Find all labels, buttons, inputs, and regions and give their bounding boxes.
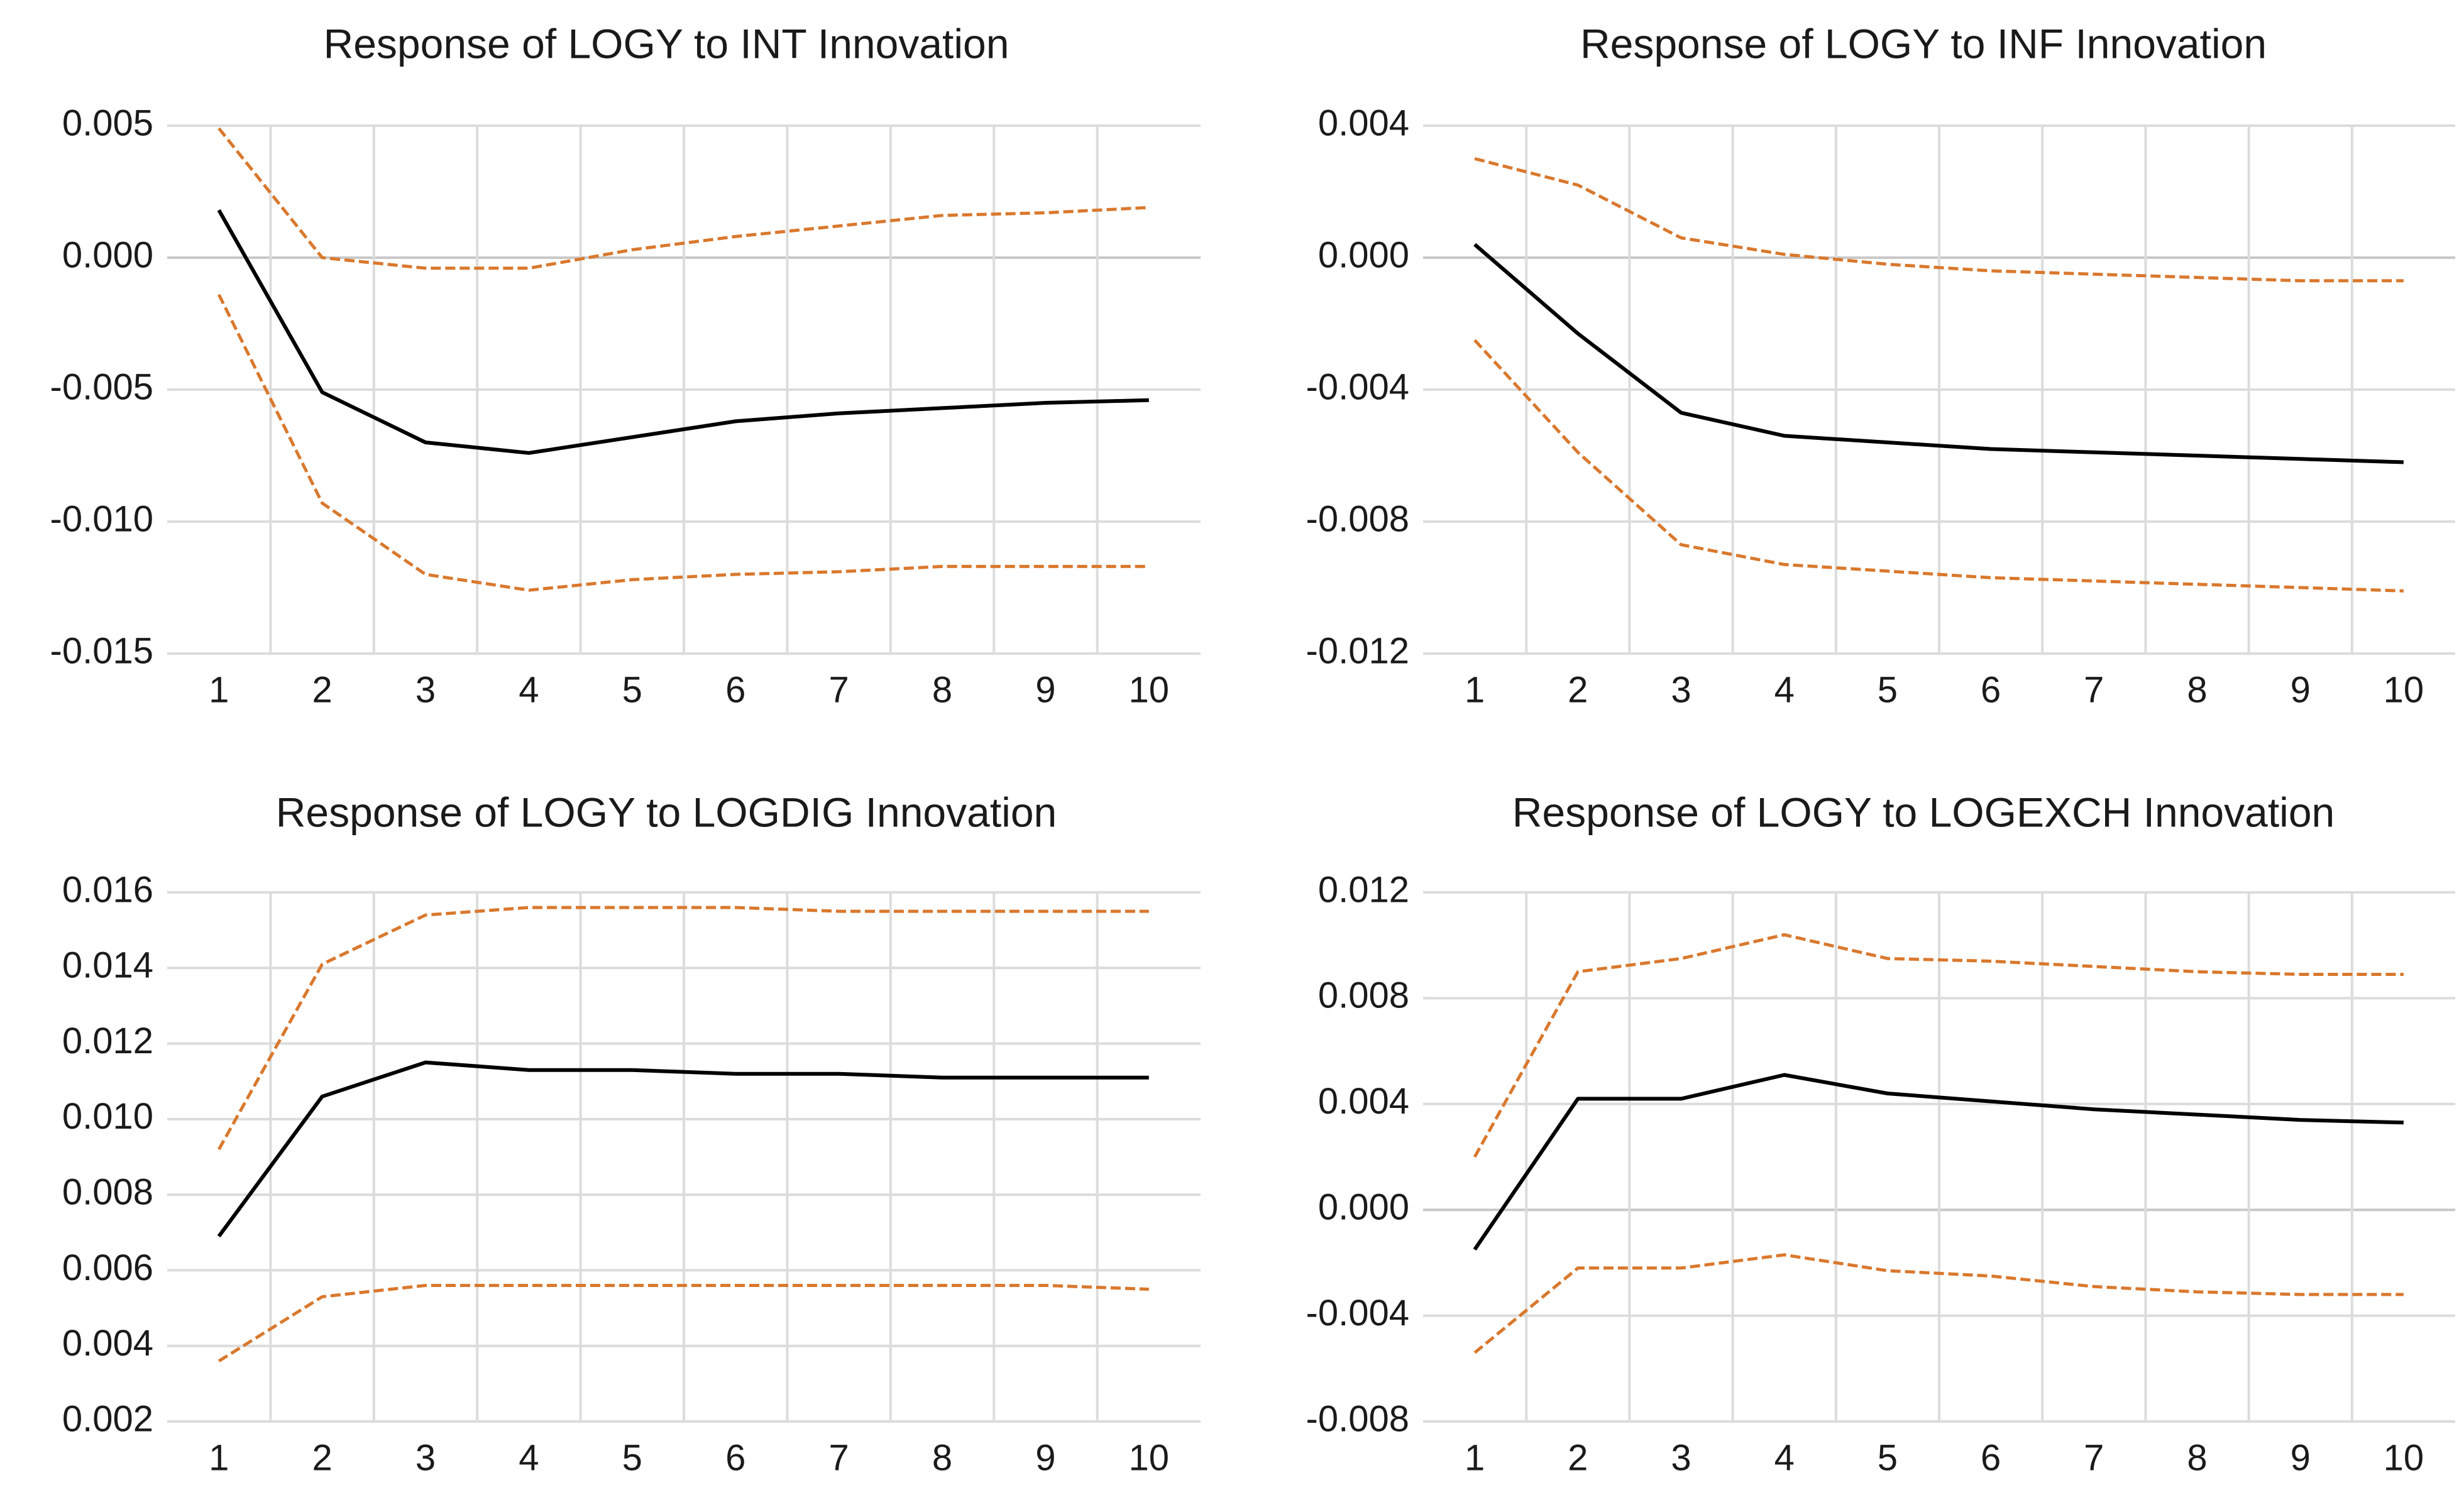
y-tick-label: 0.008 xyxy=(62,1171,153,1212)
x-tick-label: 6 xyxy=(725,669,745,710)
chart-title: Response of LOGY to LOGDIG Innovation xyxy=(276,789,1057,835)
chart-title: Response of LOGY to INT Innovation xyxy=(324,20,1009,67)
y-tick-label: 0.008 xyxy=(1318,975,1409,1016)
lower-confidence-band-line xyxy=(1473,339,2404,593)
x-tick-label: 2 xyxy=(312,1437,332,1478)
chart-panel-2: Response of LOGY to INF Innovation -0.012… xyxy=(1306,20,2455,710)
lower-confidence-band-line xyxy=(1473,1253,2404,1354)
y-tick-label: 0.004 xyxy=(1318,102,1409,143)
y-tick-label: -0.005 xyxy=(50,366,153,407)
x-tick-label: 2 xyxy=(1568,669,1588,710)
response-line xyxy=(217,209,1149,455)
x-tick-label: 6 xyxy=(725,1437,745,1478)
response-line xyxy=(1473,243,2404,464)
y-tick-label: -0.012 xyxy=(1306,630,1409,671)
x-tick-label: 7 xyxy=(828,1437,849,1478)
x-tick-label: 7 xyxy=(2084,669,2104,710)
x-tick-label: 3 xyxy=(1671,669,1691,710)
y-tick-label: -0.008 xyxy=(1306,1398,1409,1439)
chart-panel-3: Response of LOGY to LOGDIG Innovation 0.0… xyxy=(62,789,1201,1478)
y-tick-label: 0.012 xyxy=(1318,869,1409,910)
x-tick-label: 10 xyxy=(1129,669,1170,710)
x-tick-label: 8 xyxy=(932,669,952,710)
chart-panel-1: Response of LOGY to INT Innovation -0.015… xyxy=(50,20,1201,710)
x-tick-label: 9 xyxy=(2291,1437,2311,1478)
y-tick-label: 0.000 xyxy=(1318,1187,1409,1228)
x-tick-label: 2 xyxy=(1568,1437,1588,1478)
lower-confidence-band-line xyxy=(217,1284,1149,1362)
y-tick-label: -0.004 xyxy=(1306,1293,1409,1334)
lower-confidence-band-line xyxy=(217,293,1149,592)
y-tick-label: -0.015 xyxy=(50,630,153,671)
y-tick-label: 0.016 xyxy=(62,869,153,910)
chart-title: Response of LOGY to INF Innovation xyxy=(1580,20,2267,67)
x-tick-label: 10 xyxy=(2384,1437,2424,1478)
upper-confidence-band-line xyxy=(1473,933,2404,1158)
x-tick-label: 9 xyxy=(2291,669,2311,710)
y-tick-label: -0.004 xyxy=(1306,366,1409,407)
x-tick-label: 3 xyxy=(415,669,436,710)
x-tick-label: 5 xyxy=(622,1437,642,1478)
x-tick-label: 8 xyxy=(932,1437,952,1478)
x-tick-label: 7 xyxy=(2084,1437,2104,1478)
upper-confidence-band-line xyxy=(217,127,1149,270)
x-tick-label: 5 xyxy=(1878,1437,1898,1478)
x-tick-label: 3 xyxy=(415,1437,436,1478)
response-line xyxy=(1473,1073,2404,1251)
y-tick-label: 0.004 xyxy=(62,1323,153,1364)
chart-title: Response of LOGY to LOGEXCH Innovation xyxy=(1512,789,2335,835)
x-tick-label: 7 xyxy=(828,669,849,710)
y-tick-label: 0.000 xyxy=(62,234,153,275)
x-tick-label: 1 xyxy=(1465,1437,1485,1478)
x-tick-label: 2 xyxy=(312,669,332,710)
x-tick-label: 5 xyxy=(622,669,642,710)
x-tick-label: 4 xyxy=(1774,669,1795,710)
x-tick-label: 3 xyxy=(1671,1437,1691,1478)
x-tick-label: 4 xyxy=(519,1437,539,1478)
x-tick-label: 4 xyxy=(1774,1437,1795,1478)
upper-confidence-band-line xyxy=(217,906,1149,1151)
x-tick-label: 9 xyxy=(1035,1437,1055,1478)
y-tick-label: 0.010 xyxy=(62,1096,153,1137)
x-tick-label: 6 xyxy=(1981,669,2001,710)
chart-panel-4: Response of LOGY to LOGEXCH Innovation -0… xyxy=(1306,789,2455,1478)
x-tick-label: 8 xyxy=(2187,669,2207,710)
x-tick-label: 10 xyxy=(2384,669,2424,710)
x-tick-label: 1 xyxy=(1465,669,1485,710)
y-tick-label: 0.014 xyxy=(62,945,153,986)
response-line xyxy=(217,1060,1149,1238)
x-tick-label: 4 xyxy=(519,669,539,710)
y-tick-label: 0.004 xyxy=(1318,1081,1409,1122)
y-tick-label: 0.006 xyxy=(62,1247,153,1288)
y-tick-label: -0.008 xyxy=(1306,498,1409,539)
y-tick-label: -0.010 xyxy=(50,498,153,539)
upper-confidence-band-line xyxy=(1474,157,2404,283)
x-tick-label: 10 xyxy=(1129,1437,1170,1478)
y-tick-label: 0.005 xyxy=(62,102,153,143)
x-tick-label: 1 xyxy=(209,1437,229,1478)
x-tick-label: 5 xyxy=(1878,669,1898,710)
y-tick-label: 0.000 xyxy=(1318,234,1409,275)
x-tick-label: 6 xyxy=(1981,1437,2001,1478)
y-tick-label: 0.002 xyxy=(62,1398,153,1439)
x-tick-label: 8 xyxy=(2187,1437,2207,1478)
x-tick-label: 9 xyxy=(1035,669,1055,710)
y-tick-label: 0.012 xyxy=(62,1021,153,1061)
x-tick-label: 1 xyxy=(209,669,229,710)
